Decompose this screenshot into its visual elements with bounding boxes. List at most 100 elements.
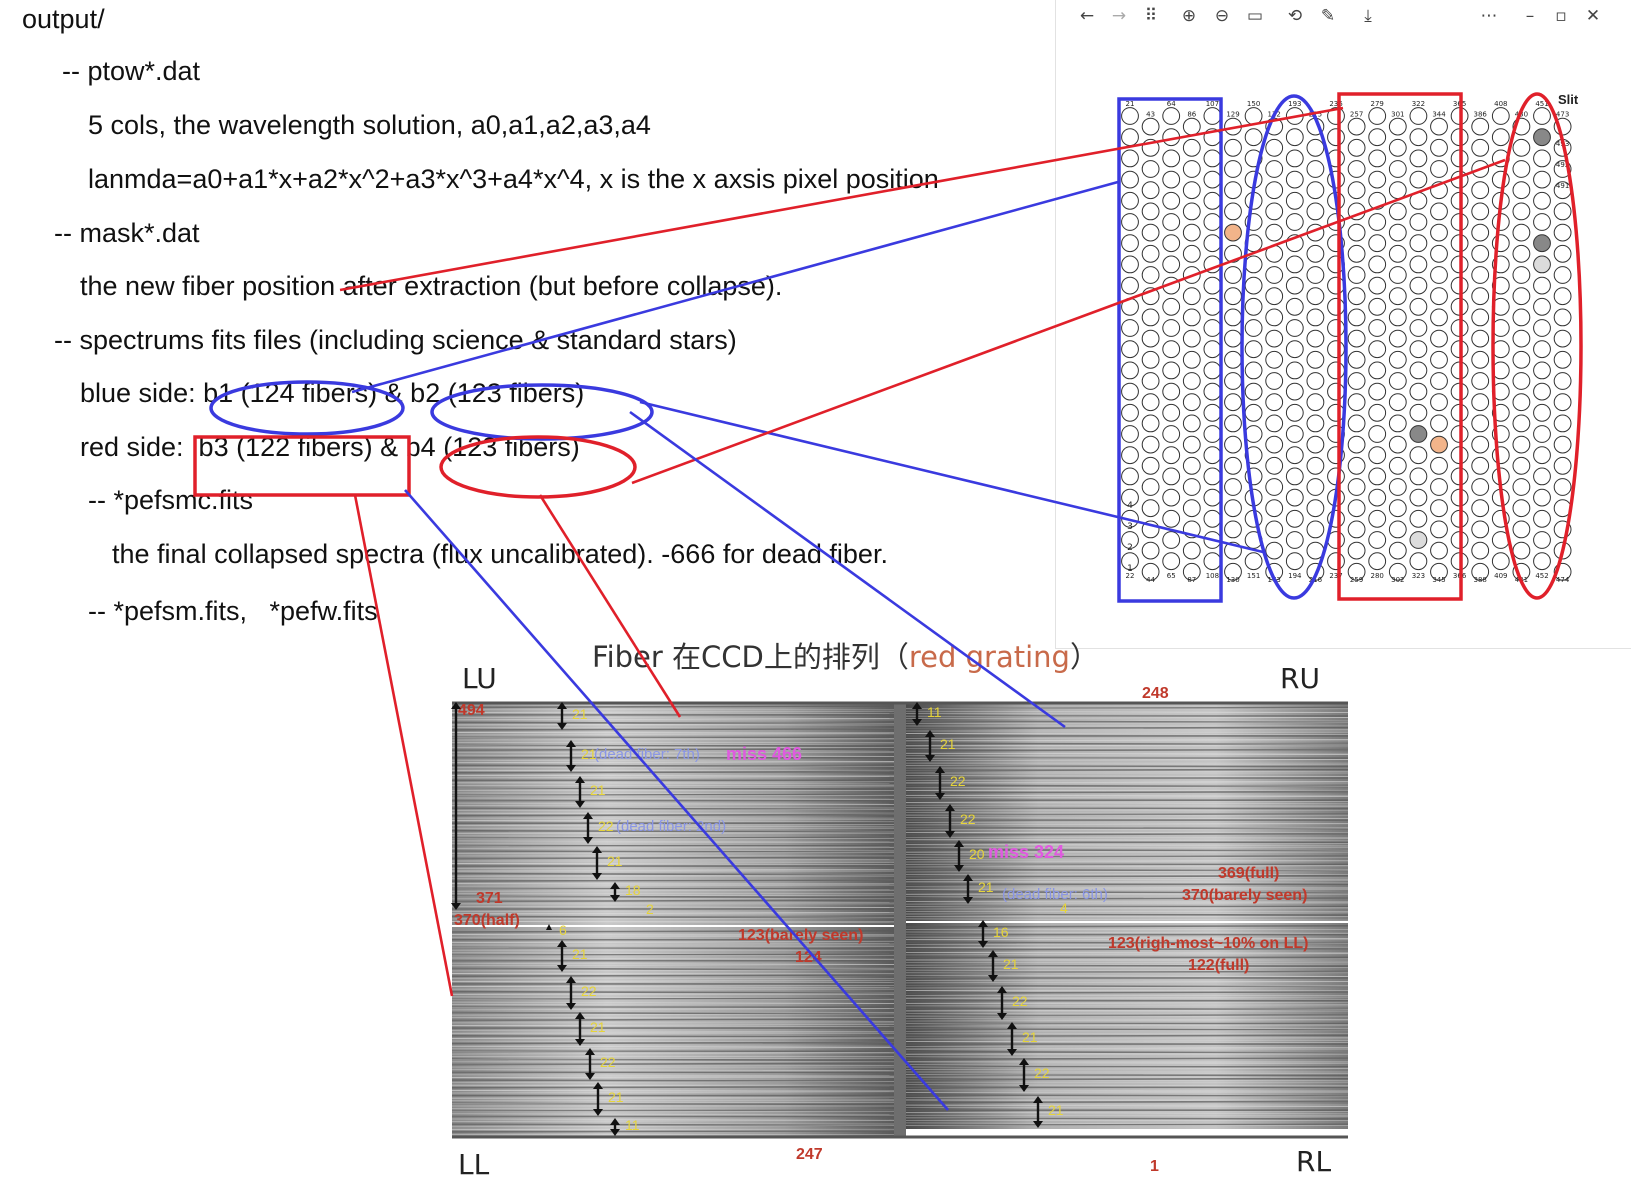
fiber-circle [1368,531,1387,549]
fiber-circle [1182,138,1201,157]
spectral-streak [905,1047,1348,1050]
fiber-circle [1182,435,1201,454]
fiber-circle [1121,191,1139,210]
fiber-circle [1121,128,1139,147]
fiber-circle [1512,223,1531,242]
spectral-streak [905,748,1348,752]
fiber-circle [1265,414,1284,433]
fiber-count-label: 11 [625,1117,640,1133]
spectral-streak [905,844,1348,847]
fiber-circle [1471,287,1490,306]
download-icon[interactable]: ⤓ [1364,6,1372,26]
fiber-circle [1203,361,1222,380]
spectral-streak [905,1039,1348,1042]
spectral-streak [905,1046,1348,1049]
fiber-circle [1533,255,1551,274]
fiber-circle [1409,149,1428,168]
fiber-circle [1121,403,1139,422]
fiber-circle [1224,478,1242,496]
fiber-circle [1430,541,1448,560]
fiber-circle [1388,541,1407,560]
rotate-icon[interactable]: ⟲ [1287,6,1303,26]
fiber-number-label: 451 [1535,100,1548,108]
spectral-streak [905,918,1348,921]
close-icon[interactable]: ✕ [1585,6,1601,26]
fiber-number-label: 22 [1126,572,1135,580]
fiber-circle [1471,181,1490,200]
fiber-circle [1224,372,1242,390]
fiber-circle [1224,181,1242,200]
fiber-circle [1388,414,1407,433]
spectral-streak [905,952,1348,955]
zoom-out-icon[interactable]: ⊖ [1214,6,1230,26]
doc-line-pefsmc-desc: the final collapsed spectra (flux uncali… [112,539,888,569]
fiber-circle [1182,202,1201,221]
fiber-circle [1203,128,1222,147]
fit-icon[interactable]: ▭ [1246,6,1264,26]
fiber-number-label: 216 [1309,576,1323,584]
fiber-circle [1121,361,1139,380]
fiber-circle [1203,403,1222,422]
spectral-streak [452,1125,895,1128]
spectral-streak [905,890,1348,894]
back-icon[interactable]: ← [1079,6,1095,26]
fiber-circle [1409,382,1428,401]
fiber-circle [1306,414,1325,433]
spectral-streak [905,986,1348,989]
spectral-streak [905,828,1348,831]
spectral-streak [905,1057,1348,1061]
corner-ll: LL [458,1148,490,1181]
edit-icon[interactable]: ✎ [1320,6,1336,26]
label-494: 494 [458,702,485,719]
fiber-number-label: 21 [1126,100,1135,108]
minimize-icon[interactable]: – [1525,6,1535,26]
fiber-circle [1430,456,1448,475]
spectral-streak [905,850,1348,853]
fiber-circle [1347,202,1366,221]
forward-icon[interactable]: → [1111,6,1127,26]
corner-rl: RL [1296,1145,1332,1178]
spectral-streak [905,1062,1348,1065]
spectral-streak [905,754,1348,757]
spectral-streak [905,817,1348,820]
fiber-circle [1306,393,1325,412]
fiber-circle [1285,297,1304,316]
fiber-circle [1430,499,1448,518]
fiber-circle [1409,467,1428,486]
fiber-circle [1203,509,1222,528]
fiber-circle [1224,138,1242,157]
fiber-circle [1306,287,1325,306]
ccd-title-prefix: Fiber 在CCD上的排列（ [592,640,909,674]
label-miss-324: miss 324 [988,842,1065,862]
fiber-circle [1347,181,1366,200]
fiber-circle [1388,202,1407,221]
fiber-circle [1409,552,1428,571]
fiber-circle [1553,287,1572,306]
zoom-in-icon[interactable]: ⊕ [1181,6,1197,26]
fiber-circle [1409,191,1428,210]
fiber-circle [1388,329,1407,348]
spectral-streak [905,733,1348,735]
ccd-title-suffix: ） [1069,640,1099,674]
fiber-circle [1553,329,1572,348]
grid-icon[interactable]: ⠿ [1144,6,1158,26]
spectral-streak [905,1001,1348,1004]
fiber-circle [1388,181,1407,200]
spectral-streak [905,838,1348,841]
spectral-streak [905,802,1348,805]
maximize-icon[interactable]: ▫ [1555,6,1567,26]
fiber-circle [1409,340,1428,359]
fiber-circle [1388,266,1407,284]
fiber-circle [1471,160,1490,178]
fiber-circle [1347,117,1366,136]
fiber-circle [1306,372,1325,390]
fiber-circle [1533,149,1551,168]
more-icon[interactable]: ⋯ [1480,6,1498,26]
fiber-circle [1162,382,1181,401]
fiber-number-label: 4 [1127,501,1133,511]
fiber-count-label: 18 [625,882,641,898]
spectral-streak [905,991,1348,994]
fiber-count-label: 21 [1003,956,1019,972]
ccd-title-red: red grating [908,640,1070,674]
fiber-circle [1203,297,1222,316]
